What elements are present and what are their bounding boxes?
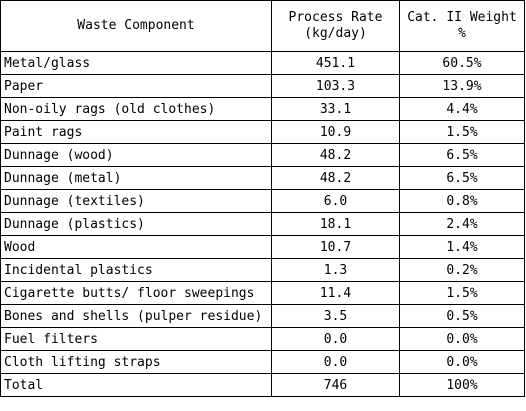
cell-rate: 10.7 xyxy=(271,235,400,259)
cell-component: Wood xyxy=(0,235,272,259)
cell-weight: 13.9% xyxy=(399,74,525,98)
cell-component: Cloth lifting straps xyxy=(0,350,272,374)
header-weight-line1: Cat. II Weight xyxy=(407,10,517,25)
table-row: Dunnage (plastics) 18.1 2.4% xyxy=(0,212,525,236)
total-row: Total 746 100% xyxy=(0,373,525,397)
cell-rate: 1.3 xyxy=(271,258,400,282)
cell-component: Paint rags xyxy=(0,120,272,144)
header-weight-line2: % xyxy=(458,26,466,41)
table-row: Bones and shells (pulper residue) 3.5 0.… xyxy=(0,304,525,328)
cell-component: Incidental plastics xyxy=(0,258,272,282)
cell-rate: 6.0 xyxy=(271,189,400,213)
cell-weight: 0.0% xyxy=(399,327,525,351)
cell-rate: 103.3 xyxy=(271,74,400,98)
cell-weight: 4.4% xyxy=(399,97,525,121)
cell-weight: 1.5% xyxy=(399,120,525,144)
header-rate-line1: Process Rate xyxy=(288,10,383,25)
cell-rate: 18.1 xyxy=(271,212,400,236)
cell-component: Fuel filters xyxy=(0,327,272,351)
header-component-label: Waste Component xyxy=(77,18,195,33)
cell-component: Cigarette butts/ floor sweepings xyxy=(0,281,272,305)
cell-total-rate: 746 xyxy=(271,373,400,397)
table-row: Dunnage (metal) 48.2 6.5% xyxy=(0,166,525,190)
cell-weight: 1.5% xyxy=(399,281,525,305)
header-waste-component: Waste Component xyxy=(0,0,272,52)
cell-rate: 33.1 xyxy=(271,97,400,121)
table-row: Wood 10.7 1.4% xyxy=(0,235,525,259)
cell-weight: 6.5% xyxy=(399,166,525,190)
cell-weight: 6.5% xyxy=(399,143,525,167)
cell-component: Bones and shells (pulper residue) xyxy=(0,304,272,328)
cell-component: Non-oily rags (old clothes) xyxy=(0,97,272,121)
cell-component: Dunnage (plastics) xyxy=(0,212,272,236)
table-row: Paint rags 10.9 1.5% xyxy=(0,120,525,144)
cell-component: Dunnage (textiles) xyxy=(0,189,272,213)
table-row: Paper 103.3 13.9% xyxy=(0,74,525,98)
table-row: Non-oily rags (old clothes) 33.1 4.4% xyxy=(0,97,525,121)
cell-rate: 10.9 xyxy=(271,120,400,144)
cell-weight: 0.2% xyxy=(399,258,525,282)
cell-rate: 0.0 xyxy=(271,327,400,351)
table-row: Fuel filters 0.0 0.0% xyxy=(0,327,525,351)
cell-weight: 60.5% xyxy=(399,51,525,75)
cell-weight: 0.0% xyxy=(399,350,525,374)
cell-total-label: Total xyxy=(0,373,272,397)
header-row: Waste Component Process Rate (kg/day) Ca… xyxy=(0,0,525,52)
table-row: Metal/glass 451.1 60.5% xyxy=(0,51,525,75)
header-cat-weight: Cat. II Weight % xyxy=(399,0,525,52)
header-process-rate: Process Rate (kg/day) xyxy=(271,0,400,52)
cell-weight: 0.5% xyxy=(399,304,525,328)
cell-rate: 451.1 xyxy=(271,51,400,75)
cell-component: Metal/glass xyxy=(0,51,272,75)
cell-rate: 11.4 xyxy=(271,281,400,305)
cell-weight: 1.4% xyxy=(399,235,525,259)
cell-weight: 2.4% xyxy=(399,212,525,236)
table-row: Cigarette butts/ floor sweepings 11.4 1.… xyxy=(0,281,525,305)
cell-component: Paper xyxy=(0,74,272,98)
cell-component: Dunnage (wood) xyxy=(0,143,272,167)
waste-table: Waste Component Process Rate (kg/day) Ca… xyxy=(0,0,525,397)
header-rate-line2: (kg/day) xyxy=(304,26,367,41)
cell-rate: 0.0 xyxy=(271,350,400,374)
cell-rate: 3.5 xyxy=(271,304,400,328)
cell-rate: 48.2 xyxy=(271,166,400,190)
table-row: Incidental plastics 1.3 0.2% xyxy=(0,258,525,282)
cell-total-weight: 100% xyxy=(399,373,525,397)
table-row: Dunnage (wood) 48.2 6.5% xyxy=(0,143,525,167)
cell-weight: 0.8% xyxy=(399,189,525,213)
table-row: Cloth lifting straps 0.0 0.0% xyxy=(0,350,525,374)
table-row: Dunnage (textiles) 6.0 0.8% xyxy=(0,189,525,213)
cell-rate: 48.2 xyxy=(271,143,400,167)
cell-component: Dunnage (metal) xyxy=(0,166,272,190)
